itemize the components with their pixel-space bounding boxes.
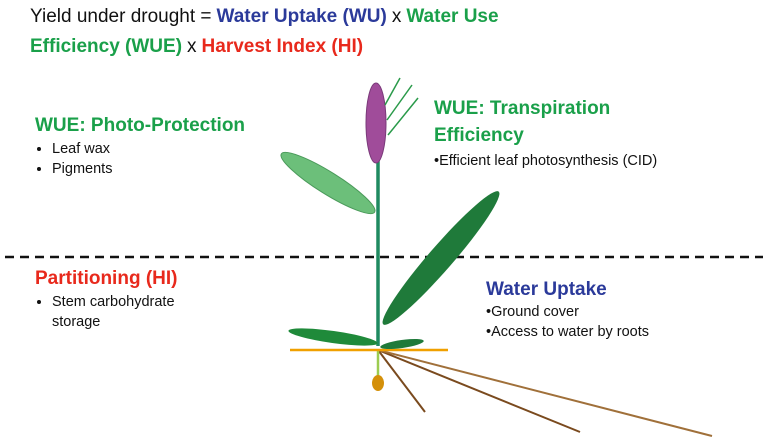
seed	[372, 375, 384, 391]
diagram: Yield under drought =Water Uptake (WU)xW…	[0, 0, 763, 438]
leaf	[288, 325, 379, 349]
title-text: Harvest Index (HI)	[202, 36, 364, 57]
plant-drawing	[0, 0, 763, 438]
bullets: Leaf waxPigments	[35, 139, 245, 179]
transpiration: WUE: Transpiration Efficiency Efficient …	[434, 95, 664, 173]
heading: WUE: Photo-Protection	[35, 112, 245, 139]
heading: Partitioning (HI)	[35, 265, 235, 292]
partitioning: Partitioning (HI) Stem carbohydrate stor…	[35, 265, 235, 332]
spike	[366, 83, 386, 163]
bullets: Ground coverAccess to water by roots	[486, 302, 649, 342]
title-text: Water Use	[406, 6, 498, 27]
bullet: Stem carbohydrate storage	[52, 292, 212, 332]
title-text: Yield under drought =	[30, 6, 212, 27]
bullet: Pigments	[52, 159, 245, 179]
heading: WUE: Transpiration Efficiency	[434, 95, 664, 149]
bullet: Leaf wax	[52, 139, 245, 159]
bullet: Access to water by roots	[486, 322, 649, 342]
title-text: Water Uptake (WU)	[217, 6, 387, 27]
root	[378, 350, 712, 436]
photo-protection: WUE: Photo-Protection Leaf waxPigments	[35, 112, 245, 179]
bullets: Stem carbohydrate storage	[35, 292, 212, 332]
heading: Water Uptake	[486, 278, 649, 302]
bullets: Efficient leaf photosynthesis (CID)	[434, 149, 664, 173]
bullet: Efficient leaf photosynthesis (CID)	[434, 149, 664, 173]
title-text: x	[187, 36, 197, 57]
awns	[385, 78, 418, 135]
bullet: Ground cover	[486, 302, 649, 322]
water-uptake: Water Uptake Ground coverAccess to water…	[486, 278, 649, 342]
leaf	[276, 145, 381, 222]
title-text: Efficiency (WUE)	[30, 36, 182, 57]
title-text: x	[392, 6, 402, 27]
